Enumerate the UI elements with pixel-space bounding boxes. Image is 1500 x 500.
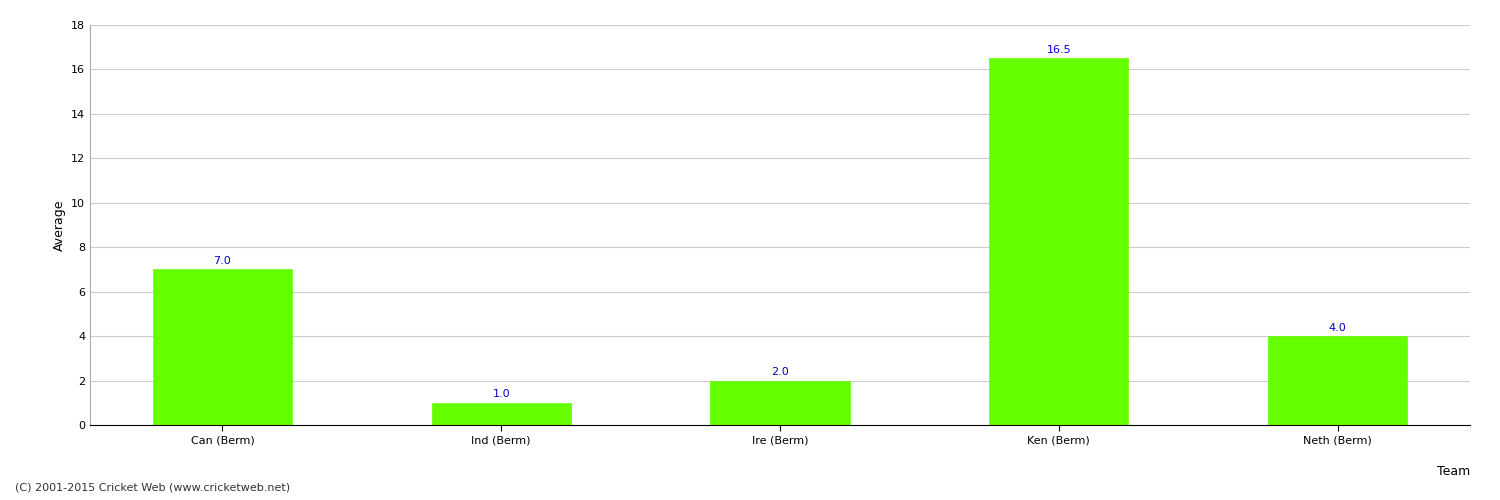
Text: (C) 2001-2015 Cricket Web (www.cricketweb.net): (C) 2001-2015 Cricket Web (www.cricketwe… [15,482,290,492]
Bar [1268,336,1407,425]
Bar [432,403,572,425]
Text: Team: Team [1437,465,1470,478]
Text: 7.0: 7.0 [213,256,231,266]
Y-axis label: Average: Average [53,199,66,251]
Text: 2.0: 2.0 [771,367,789,377]
Text: 1.0: 1.0 [492,390,510,400]
Text: 4.0: 4.0 [1329,323,1347,333]
Bar [711,380,849,425]
Text: 16.5: 16.5 [1047,45,1071,55]
Bar [988,58,1128,425]
Bar [153,270,292,425]
